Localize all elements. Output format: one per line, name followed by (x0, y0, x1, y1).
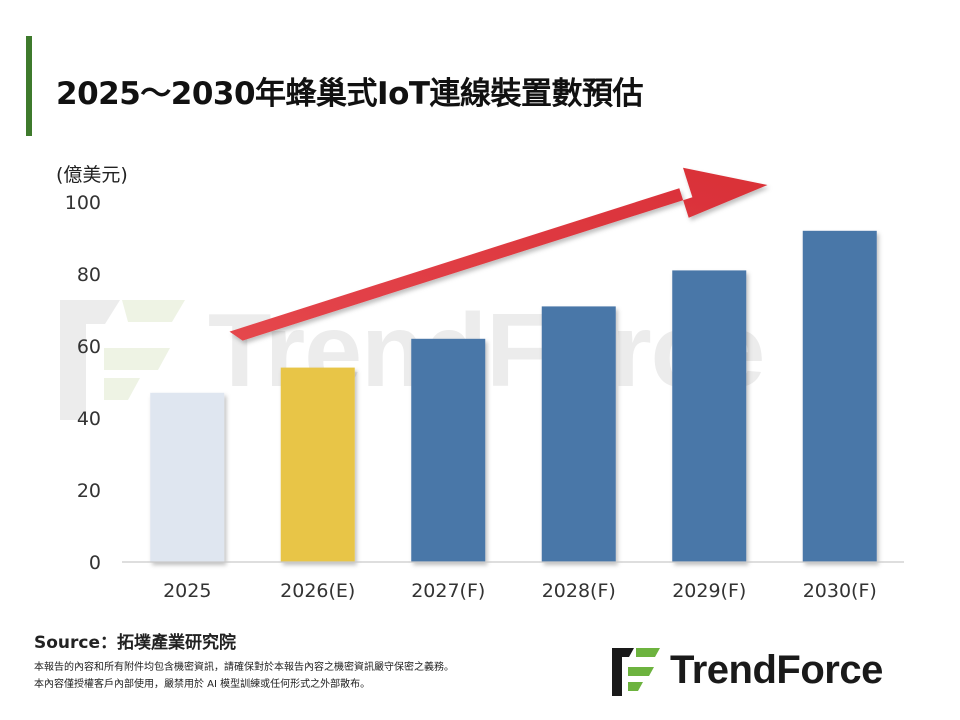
y-tick-label: 0 (89, 552, 101, 574)
x-tick-label: 2027(F) (411, 580, 485, 602)
y-tick-label: 60 (77, 336, 101, 358)
x-tick-label: 2028(F) (542, 580, 616, 602)
x-tick-label: 2029(F) (672, 580, 746, 602)
y-tick-label: 40 (77, 408, 101, 430)
y-axis-unit-label: (億美元) (56, 164, 128, 186)
logo-text: TrendForce (670, 648, 883, 692)
x-tick-label: 2030(F) (803, 580, 877, 602)
x-tick-label: 2026(E) (280, 580, 355, 602)
bar-2029f (672, 270, 747, 562)
trendforce-logo: TrendForce (612, 646, 942, 696)
y-tick-label: 100 (65, 192, 101, 214)
page-title: 2025～2030年蜂巢式IoT連線裝置數預估 (56, 76, 644, 112)
y-tick-label: 20 (77, 480, 101, 502)
x-tick-label: 2025 (163, 580, 211, 602)
trendforce-logo-mark-icon (612, 648, 660, 696)
disclaimer-line-2: 本內容僅授權客戶內部使用，嚴禁用於 AI 模型訓練或任何形式之外部散布。 (34, 679, 371, 690)
source-note: Source：拓墣產業研究院 (34, 633, 237, 653)
bar-2030f (802, 230, 877, 563)
bar-2026e (280, 367, 355, 562)
y-tick-label: 80 (77, 264, 101, 286)
bar-2028f (541, 306, 616, 562)
bar-2027f (411, 338, 486, 562)
title-accent-bar (26, 36, 32, 136)
disclaimer-line-1: 本報告的內容和所有附件均包含機密資訊，請確保對於本報告內容之機密資訊嚴守保密之義… (34, 662, 454, 673)
bar-2025 (150, 392, 225, 562)
